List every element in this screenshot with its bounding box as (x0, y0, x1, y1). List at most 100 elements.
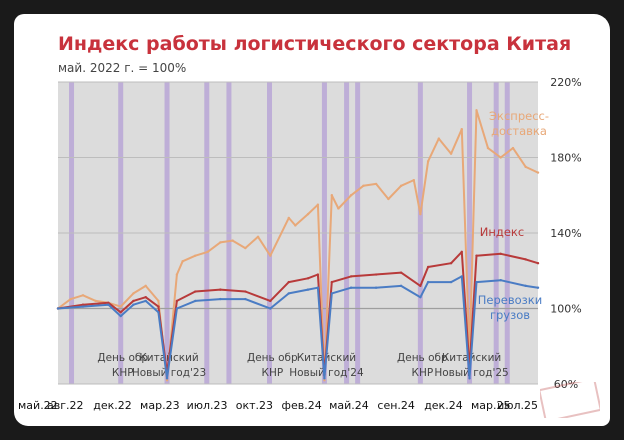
series-point (475, 109, 478, 112)
series-point (536, 171, 540, 174)
series-point (460, 127, 463, 131)
series-point (536, 262, 540, 265)
series-point (524, 165, 527, 169)
series-point (374, 286, 378, 289)
annotation-label: День обр (97, 352, 148, 364)
series-point (81, 305, 85, 308)
series-point (349, 194, 353, 197)
series-point (132, 303, 135, 306)
series-line-2 (57, 275, 539, 380)
series-point (256, 235, 260, 238)
series-point (132, 299, 135, 303)
series-point (349, 275, 353, 278)
y-tick-label: 100% (550, 303, 581, 316)
series-point (419, 295, 422, 299)
series-label: грузов (490, 308, 530, 322)
series-point (399, 184, 403, 188)
series-point (119, 314, 122, 318)
series-point (194, 299, 197, 303)
annotation-label: День обр (397, 352, 448, 364)
series-point (437, 137, 441, 140)
series-line-1 (57, 250, 539, 376)
series-point (306, 212, 310, 216)
series-point (316, 273, 320, 276)
series-point (157, 305, 160, 308)
series-label: Экспресс- (489, 109, 549, 123)
series-point (499, 252, 502, 255)
x-tick-label: дек.22 (93, 399, 132, 412)
chart-card: Индекс работы логистического сектора Кит… (14, 14, 610, 426)
series-point (144, 284, 147, 288)
x-tick-label: фев.24 (282, 399, 322, 412)
series-point (219, 288, 222, 291)
series-point (362, 184, 365, 188)
series-point (56, 307, 60, 310)
series-point (426, 265, 430, 269)
y-tick-label: 140% (550, 227, 581, 240)
series-point (206, 250, 209, 254)
series-point (426, 160, 430, 163)
series-point (468, 377, 471, 380)
series-point (175, 273, 179, 276)
series-point (426, 280, 430, 284)
chart-subtitle: май. 2022 г. = 100% (58, 61, 186, 75)
series-point (244, 297, 247, 301)
series-point (269, 254, 272, 257)
annotation-label: Новый год'24 (289, 367, 364, 379)
series-point (269, 307, 272, 310)
series-point (499, 278, 502, 282)
series-point (475, 254, 478, 257)
series-point (165, 379, 169, 382)
annotation-label: КНР (261, 367, 283, 379)
annotation-label: День обр (247, 352, 298, 364)
series-point (449, 262, 453, 265)
series-point (330, 292, 334, 295)
series-point (107, 301, 110, 305)
series-point (244, 290, 247, 293)
series-point (323, 379, 326, 382)
series-point (524, 258, 527, 261)
series-point (460, 250, 463, 254)
series-point (287, 280, 290, 284)
series-label: Индекс (480, 225, 524, 239)
series-point (475, 280, 478, 284)
series-point (69, 297, 72, 301)
x-tick-label: авг.22 (47, 399, 84, 412)
x-tick-label: май.24 (329, 399, 369, 412)
series-point (157, 311, 160, 314)
series-point (412, 178, 415, 182)
series-point (499, 156, 502, 159)
series-point (486, 146, 490, 150)
series-point (399, 271, 403, 274)
series-point (144, 299, 147, 303)
series-point (287, 216, 290, 220)
series-point (449, 152, 453, 155)
series-point (323, 377, 326, 380)
series-point (219, 297, 222, 301)
series-point (181, 260, 184, 263)
series-point (165, 377, 169, 380)
series-point (194, 254, 197, 257)
series-point (175, 307, 179, 310)
series-point (524, 284, 527, 288)
series-label: Перевозки (478, 293, 542, 307)
series-point (374, 182, 378, 186)
x-tick-label: июл.23 (187, 399, 228, 412)
series-point (81, 294, 85, 297)
series-point (306, 288, 310, 291)
series-point (287, 292, 290, 295)
y-tick-label: 180% (550, 152, 581, 165)
series-point (132, 292, 135, 295)
annotation-label: КНР (112, 367, 134, 379)
series-point (119, 305, 122, 308)
series-point (330, 194, 334, 197)
series-point (107, 303, 110, 306)
y-tick-label: 60% (554, 378, 578, 391)
series-label: доставка (491, 124, 547, 138)
annotation-label: Новый год'25 (434, 367, 508, 379)
series-point (419, 284, 422, 288)
series-point (194, 290, 197, 293)
series-point (175, 299, 179, 303)
stamp-watermark (540, 382, 600, 418)
annotation-label: КНР (412, 367, 434, 379)
